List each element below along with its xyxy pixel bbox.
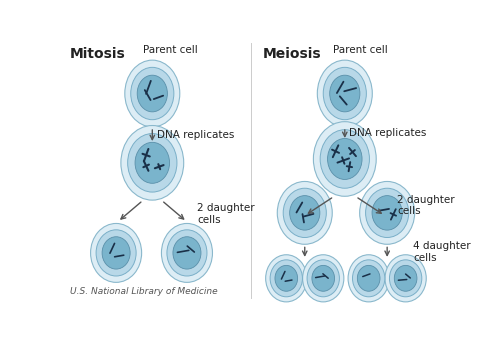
Ellipse shape	[348, 255, 390, 302]
Ellipse shape	[390, 260, 422, 297]
Ellipse shape	[330, 75, 360, 112]
Text: DNA replicates: DNA replicates	[350, 128, 427, 138]
Ellipse shape	[137, 75, 168, 112]
Ellipse shape	[360, 181, 414, 244]
Ellipse shape	[385, 255, 426, 302]
Text: 4 daughter
cells: 4 daughter cells	[414, 241, 471, 263]
Ellipse shape	[275, 265, 297, 291]
Ellipse shape	[278, 181, 332, 244]
Ellipse shape	[323, 67, 366, 120]
Ellipse shape	[394, 265, 417, 291]
Ellipse shape	[352, 260, 385, 297]
Ellipse shape	[320, 130, 370, 188]
Text: Parent cell: Parent cell	[142, 45, 198, 55]
Ellipse shape	[121, 126, 184, 200]
Text: Meiosis: Meiosis	[262, 47, 321, 61]
Ellipse shape	[307, 260, 340, 297]
Text: Mitosis: Mitosis	[70, 47, 126, 61]
Ellipse shape	[270, 260, 302, 297]
Ellipse shape	[162, 223, 212, 282]
Ellipse shape	[125, 60, 180, 127]
Ellipse shape	[173, 237, 201, 269]
Ellipse shape	[366, 188, 408, 237]
Text: Parent cell: Parent cell	[333, 45, 388, 55]
Ellipse shape	[130, 67, 174, 120]
Ellipse shape	[328, 139, 362, 179]
Text: U.S. National Library of Medicine: U.S. National Library of Medicine	[70, 287, 218, 296]
Ellipse shape	[128, 133, 177, 192]
Text: 2 daughter
cells: 2 daughter cells	[397, 195, 455, 216]
Ellipse shape	[283, 188, 327, 237]
Ellipse shape	[90, 223, 142, 282]
Ellipse shape	[96, 230, 136, 276]
Ellipse shape	[314, 122, 376, 196]
Ellipse shape	[302, 255, 344, 302]
Ellipse shape	[358, 265, 380, 291]
Ellipse shape	[312, 265, 334, 291]
Text: 2 daughter
cells: 2 daughter cells	[197, 203, 254, 225]
Ellipse shape	[102, 237, 130, 269]
Ellipse shape	[372, 196, 402, 230]
Ellipse shape	[167, 230, 207, 276]
Ellipse shape	[135, 142, 170, 183]
Ellipse shape	[290, 196, 320, 230]
Text: DNA replicates: DNA replicates	[157, 130, 234, 140]
Ellipse shape	[266, 255, 307, 302]
Ellipse shape	[318, 60, 372, 127]
